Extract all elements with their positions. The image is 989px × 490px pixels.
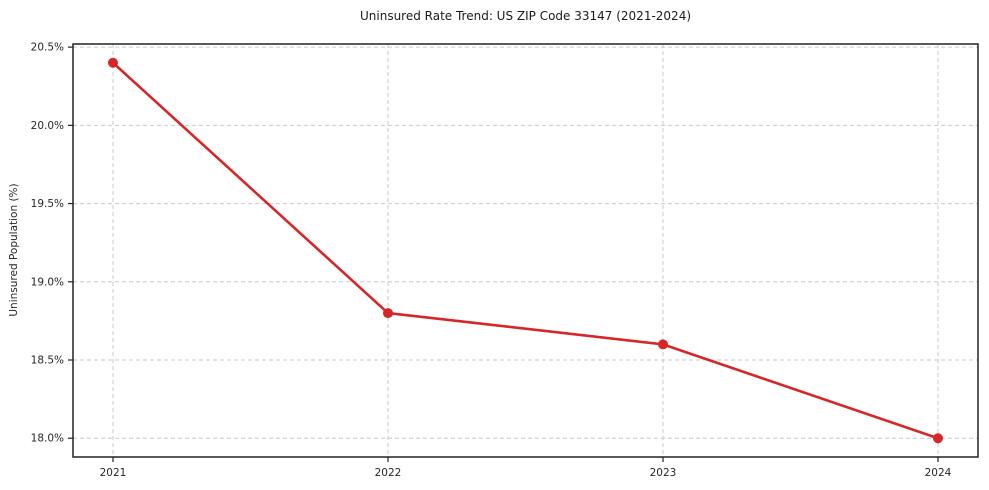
x-tick-label: 2022	[375, 467, 402, 479]
y-tick-label: 18.0%	[31, 433, 64, 445]
y-tick-label: 18.5%	[31, 355, 64, 367]
x-tick-label: 2023	[650, 467, 677, 479]
data-point-marker	[658, 339, 668, 350]
y-tick-label: 19.0%	[31, 276, 64, 288]
chart-title: Uninsured Rate Trend: US ZIP Code 33147 …	[359, 9, 692, 23]
y-axis-label: Uninsured Population (%)	[8, 183, 20, 317]
plot-border	[72, 43, 979, 458]
x-tick-label: 2021	[100, 467, 127, 479]
trend-line	[111, 61, 940, 440]
data-point-marker	[108, 57, 118, 68]
data-point-marker	[383, 308, 393, 319]
y-tick-label: 20.0%	[31, 120, 64, 132]
y-tick-label: 19.5%	[31, 198, 64, 210]
data-point-marker	[933, 433, 943, 444]
y-tick-label: 20.5%	[31, 42, 64, 54]
x-tick-label: 2024	[925, 467, 952, 479]
